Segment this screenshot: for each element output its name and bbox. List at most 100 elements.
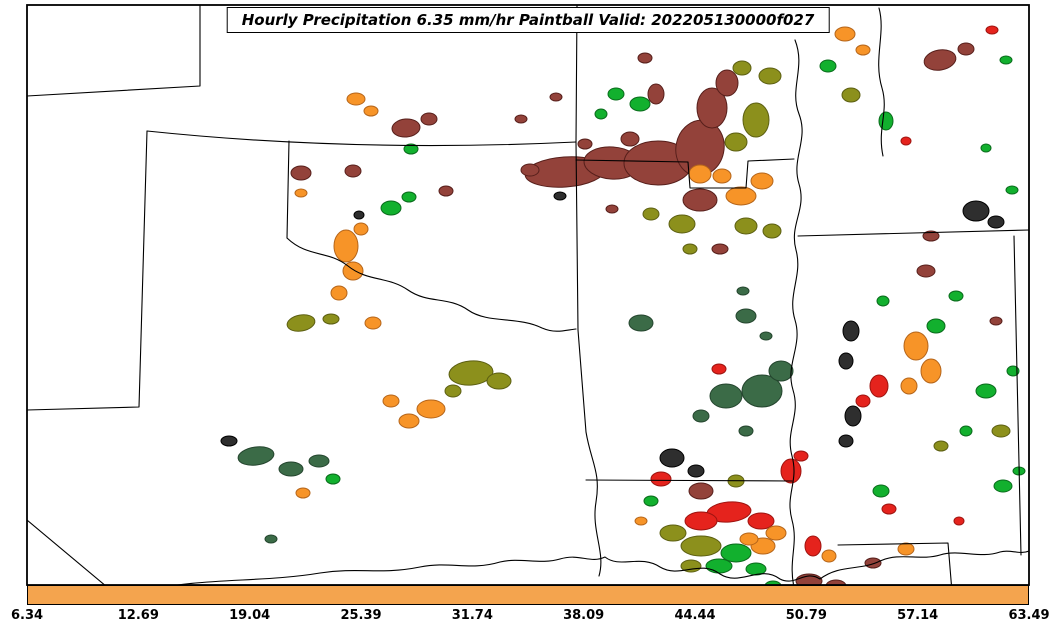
precip-blob-green [629,96,651,112]
border-oklahoma-arkansas-sabine [575,5,602,577]
precip-blob-orange [398,413,420,429]
border-mississippi-river [789,39,803,585]
precip-blob-orange [900,377,918,395]
precip-blob-green [878,111,894,131]
precip-blob-olive [758,67,782,85]
precip-blob-red [869,374,889,398]
precip-blob-orange [903,331,929,361]
precip-blob-orange [382,394,400,408]
precip-blob-orange [765,525,787,541]
precip-blob-green [959,425,973,437]
precip-blob-orange [725,186,757,206]
precip-blob-orange [750,172,774,190]
border-missouri-arkansas [575,158,795,189]
precip-blob-olive [668,214,696,234]
precip-blob-olive [933,440,949,452]
precip-blob-orange [712,168,732,184]
precip-blob-darkgreen [628,314,654,332]
precip-blob-maroon [514,114,528,124]
precip-blob-green [926,318,946,334]
border-tennessee-mississippi [797,229,1029,237]
colorbar-tick-label: 57.14 [897,608,939,623]
precip-blob-olive [732,60,752,76]
precip-blob-maroon [344,164,362,178]
precip-blob-maroon [420,112,438,126]
precip-blob-olive [448,360,494,386]
precip-blob-maroon [923,49,957,71]
precip-blob-black [987,215,1005,229]
precip-blob-green [643,495,659,507]
precip-blob-olive [734,217,758,235]
precip-blob-red [881,503,897,515]
precip-blob-orange [294,188,308,198]
colorbar [27,585,1029,605]
precip-blob-red [711,363,727,375]
map-title: Hourly Precipitation 6.35 mm/hr Paintbal… [226,7,830,33]
precip-blob-orange [416,399,446,419]
colorbar-tick-label: 44.44 [674,608,716,623]
precip-blob-maroon [715,69,739,97]
precip-blob-green [819,59,837,73]
precip-blob-darkgreen [308,454,330,468]
colorbar-tick-label: 50.79 [785,608,827,623]
precip-blob-olive [841,87,861,103]
border-texas-panhandle [286,140,290,239]
precip-blob-orange [363,105,379,117]
border-rio-grande [27,519,106,585]
precip-blob-maroon [520,163,540,177]
precip-blob-green [705,558,733,574]
precip-blob-maroon [864,557,882,569]
border-colorado-corner [27,5,201,97]
border-arkansas-louisiana [585,479,793,482]
colorbar-tick-label: 63.49 [1008,608,1050,623]
precip-blob-maroon [290,165,312,181]
precip-blob-olive [659,524,687,542]
precip-blob-olive [486,372,512,390]
map-title-text: Hourly Precipitation 6.35 mm/hr Paintbal… [241,11,815,29]
precip-blob-orange [330,285,348,301]
map-frame [26,4,1030,586]
precip-blob-darkgreen [741,374,783,408]
precip-blob-black [838,352,854,370]
state-borders-layer [27,5,1029,585]
precip-blob-red [780,458,802,484]
precip-blob-orange [920,358,942,384]
precip-blob-maroon [549,92,563,102]
precip-blob-maroon [620,131,640,147]
precip-blob-maroon [438,185,454,197]
precip-blob-black [553,191,567,201]
precip-blob-maroon [957,42,975,56]
precip-blob-green [607,87,625,101]
precip-blob-red [650,471,672,487]
precip-blob-orange [739,532,759,546]
precip-blob-green [325,473,341,485]
colorbar-ticks: 6.34 12.69 19.04 25.39 31.74 38.09 44.44 50.79 5… [0,608,1053,628]
precipitation-blobs-layer [220,25,1026,585]
precip-blob-maroon [682,188,718,212]
precip-blob-maroon [391,118,421,138]
precip-blob-maroon [989,316,1003,326]
precip-blob-olive [680,535,722,557]
colorbar-tick-label: 12.69 [117,608,159,623]
precip-blob-maroon [577,138,593,150]
precip-blob-olive [286,314,316,332]
precip-blob-orange [364,316,382,330]
colorbar-tick-label: 31.74 [451,608,493,623]
precip-blob-red [684,511,718,531]
precip-blob-green [380,200,402,216]
precip-blob-orange [353,222,369,236]
precip-blob-olive [724,132,748,152]
precip-blob-olive [444,384,462,398]
precip-blob-olive [642,207,660,221]
precip-blob-green [999,55,1013,65]
precip-blob-black [844,405,862,427]
precip-blob-red [953,516,965,526]
colorbar-tick-label: 6.34 [10,608,44,623]
precip-blob-darkgreen [264,534,278,544]
precip-blob-darkgreen [237,446,275,466]
precip-blob-maroon [696,87,728,129]
precip-blob-black [659,448,685,468]
precip-blob-red [855,394,871,408]
